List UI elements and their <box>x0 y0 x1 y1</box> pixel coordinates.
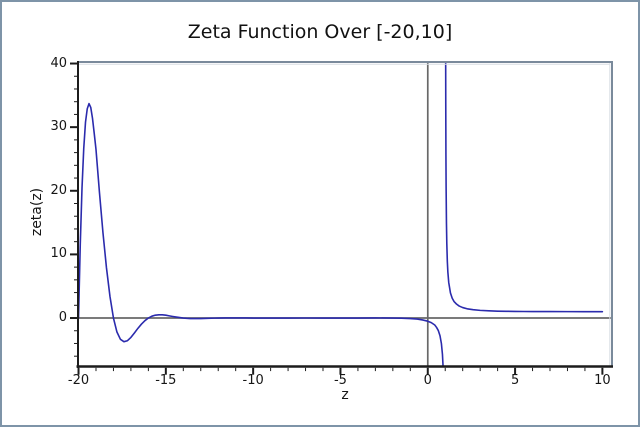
x-tick-label: -10 <box>242 373 264 388</box>
x-tick-label: -5 <box>333 373 347 388</box>
y-tick-label: 20 <box>50 182 67 198</box>
x-tick-label: 5 <box>510 373 520 388</box>
chart-title: Zeta Function Over [-20,10] <box>187 21 453 43</box>
y-tick-label: 10 <box>50 246 67 262</box>
x-tick-label: -15 <box>155 373 177 388</box>
x-tick-label: 10 <box>594 373 611 388</box>
y-axis-title: zeta(z) <box>29 187 45 237</box>
x-tick-label: -20 <box>67 373 90 388</box>
y-tick-label: 0 <box>58 310 67 326</box>
x-tick-label: 0 <box>423 373 432 388</box>
x-axis-title: z <box>341 387 349 403</box>
y-tick-label: 40 <box>50 55 67 71</box>
y-tick-label: 30 <box>50 119 67 135</box>
